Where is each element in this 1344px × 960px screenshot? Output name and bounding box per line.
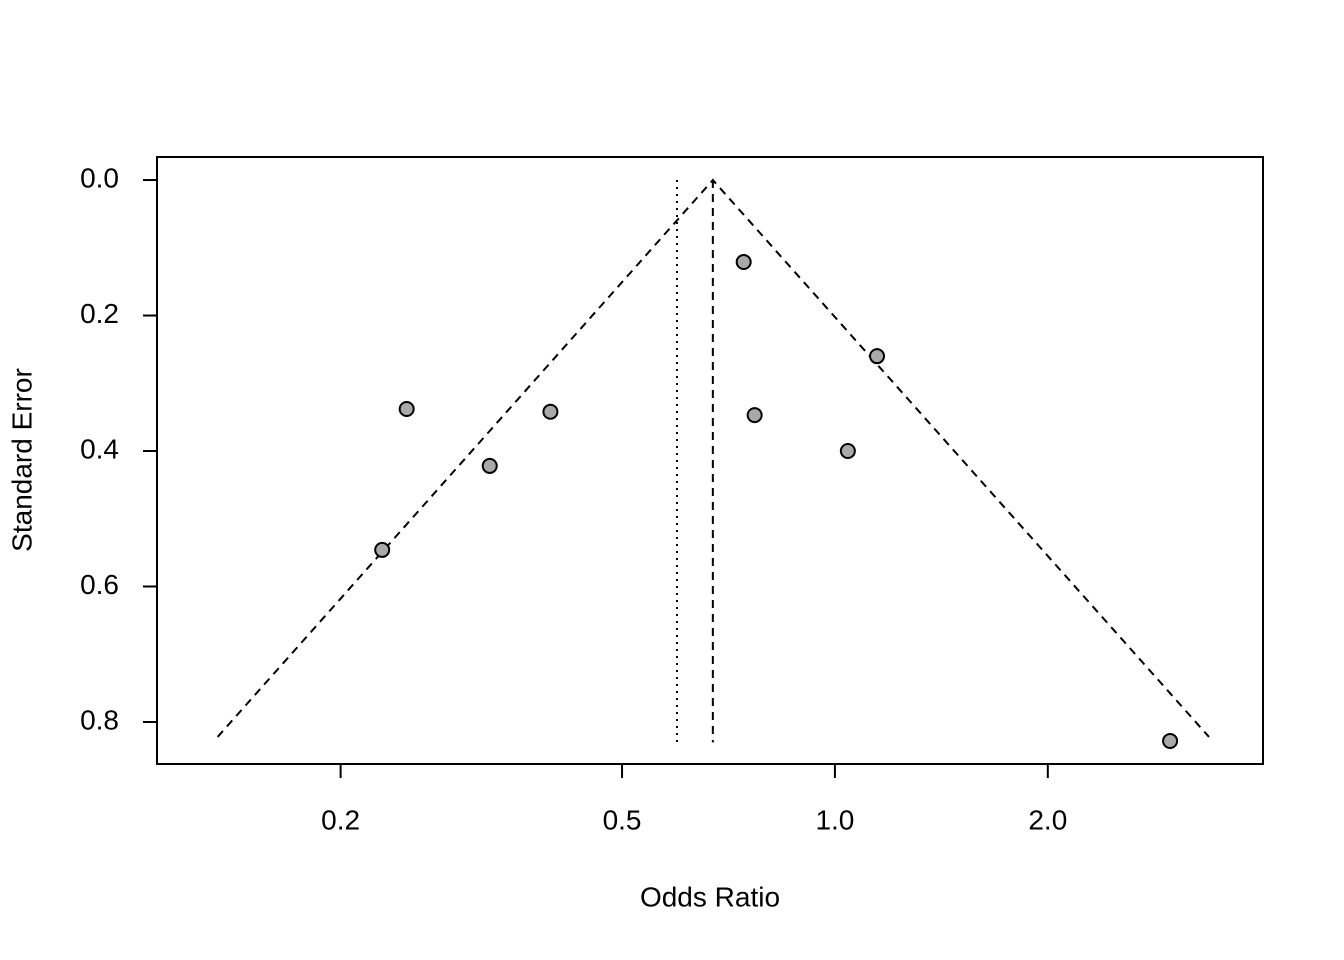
x-tick-label: 1.0 (815, 804, 854, 835)
y-axis-title: Standard Error (6, 368, 37, 552)
study-point (374, 541, 391, 558)
y-tick-label: 0.6 (80, 569, 119, 600)
study-point (746, 407, 763, 424)
y-tick-label: 0.0 (80, 162, 119, 193)
y-tick-label: 0.8 (80, 704, 119, 735)
study-point (869, 348, 886, 365)
x-tick-label: 0.2 (321, 804, 360, 835)
study-point (1162, 732, 1179, 749)
x-tick-label: 2.0 (1028, 804, 1067, 835)
x-axis-title: Odds Ratio (640, 881, 780, 912)
study-point (839, 443, 856, 460)
plot-frame (156, 156, 1264, 765)
study-point (542, 403, 559, 420)
y-tick-label: 0.2 (80, 298, 119, 329)
study-point (481, 457, 498, 474)
y-tick-label: 0.4 (80, 433, 119, 464)
funnel-line (216, 178, 1210, 738)
x-tick-label: 0.5 (603, 804, 642, 835)
study-point (735, 254, 752, 271)
study-point (398, 401, 415, 418)
